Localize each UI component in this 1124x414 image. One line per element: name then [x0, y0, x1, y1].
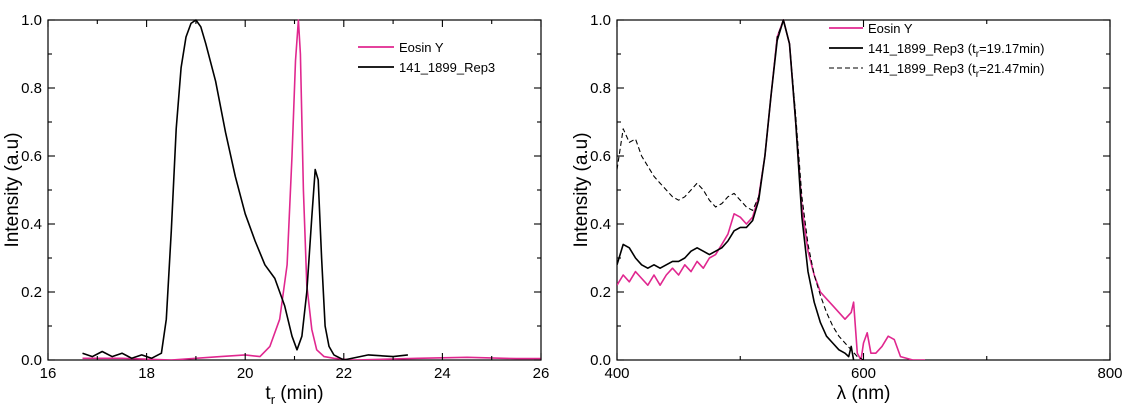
y-tick-label: 1.0	[590, 12, 611, 29]
y-tick-label: 0.8	[21, 80, 42, 97]
legend-label: 141_1899_Rep3	[399, 60, 495, 75]
y-tick-label: 0.2	[21, 284, 42, 301]
x-tick-label: 22	[335, 365, 352, 382]
y-tick-label: 0.6	[590, 148, 611, 165]
x-axis-title: tr (min)	[265, 383, 323, 407]
y-tick-label: 0.8	[590, 80, 611, 97]
y-axis-title: Intensity (a.u)	[571, 132, 592, 247]
y-tick-label: 0.2	[590, 284, 611, 301]
x-tick-label: 400	[604, 365, 629, 382]
series-line-3	[617, 19, 864, 360]
y-tick-label: 0.0	[590, 352, 611, 369]
chart-2: 400 600 800 0.0 0.2 0.4 0.6 0.8 1.0 Intensity (a.…	[571, 12, 1123, 404]
x-tick-label: 600	[851, 365, 876, 382]
series-line-2	[617, 19, 855, 360]
y-tick-label: 0.4	[21, 216, 42, 233]
x-tick-label: 800	[1097, 365, 1122, 382]
y-tick-label: 0.6	[21, 148, 42, 165]
legend-label: Eosin Y	[399, 40, 444, 55]
x-tick-label: 20	[237, 365, 254, 382]
x-tick-label: 24	[434, 365, 451, 382]
y-tick-label: 0.4	[590, 216, 611, 233]
y-tick-label: 1.0	[21, 12, 42, 29]
legend-label: 141_1899_Rep3 (tr=19.17min)	[868, 41, 1044, 60]
y-axis-title: Intensity (a.u)	[2, 132, 23, 247]
legend: Eosin Y 141_1899_Rep3 (tr=19.17min)141_18…	[829, 21, 1044, 80]
x-axis-title: λ (nm)	[837, 383, 891, 404]
chart-1: 16 18 20 22 24 26 0.0 0.2 0.4 0.6 0.8 1.0 Intensity …	[2, 12, 549, 407]
series-line-1	[82, 19, 541, 360]
x-tick-label: 16	[40, 365, 57, 382]
x-tick-label: 18	[138, 365, 155, 382]
series-line-2	[82, 19, 408, 360]
x-tick-label: 26	[533, 365, 550, 382]
legend-label: Eosin Y	[868, 21, 913, 36]
legend-label: 141_1899_Rep3 (tr=21.47min)	[868, 61, 1044, 80]
y-tick-label: 0.0	[21, 352, 42, 369]
legend: Eosin Y 141_1899_Rep3	[358, 40, 495, 75]
